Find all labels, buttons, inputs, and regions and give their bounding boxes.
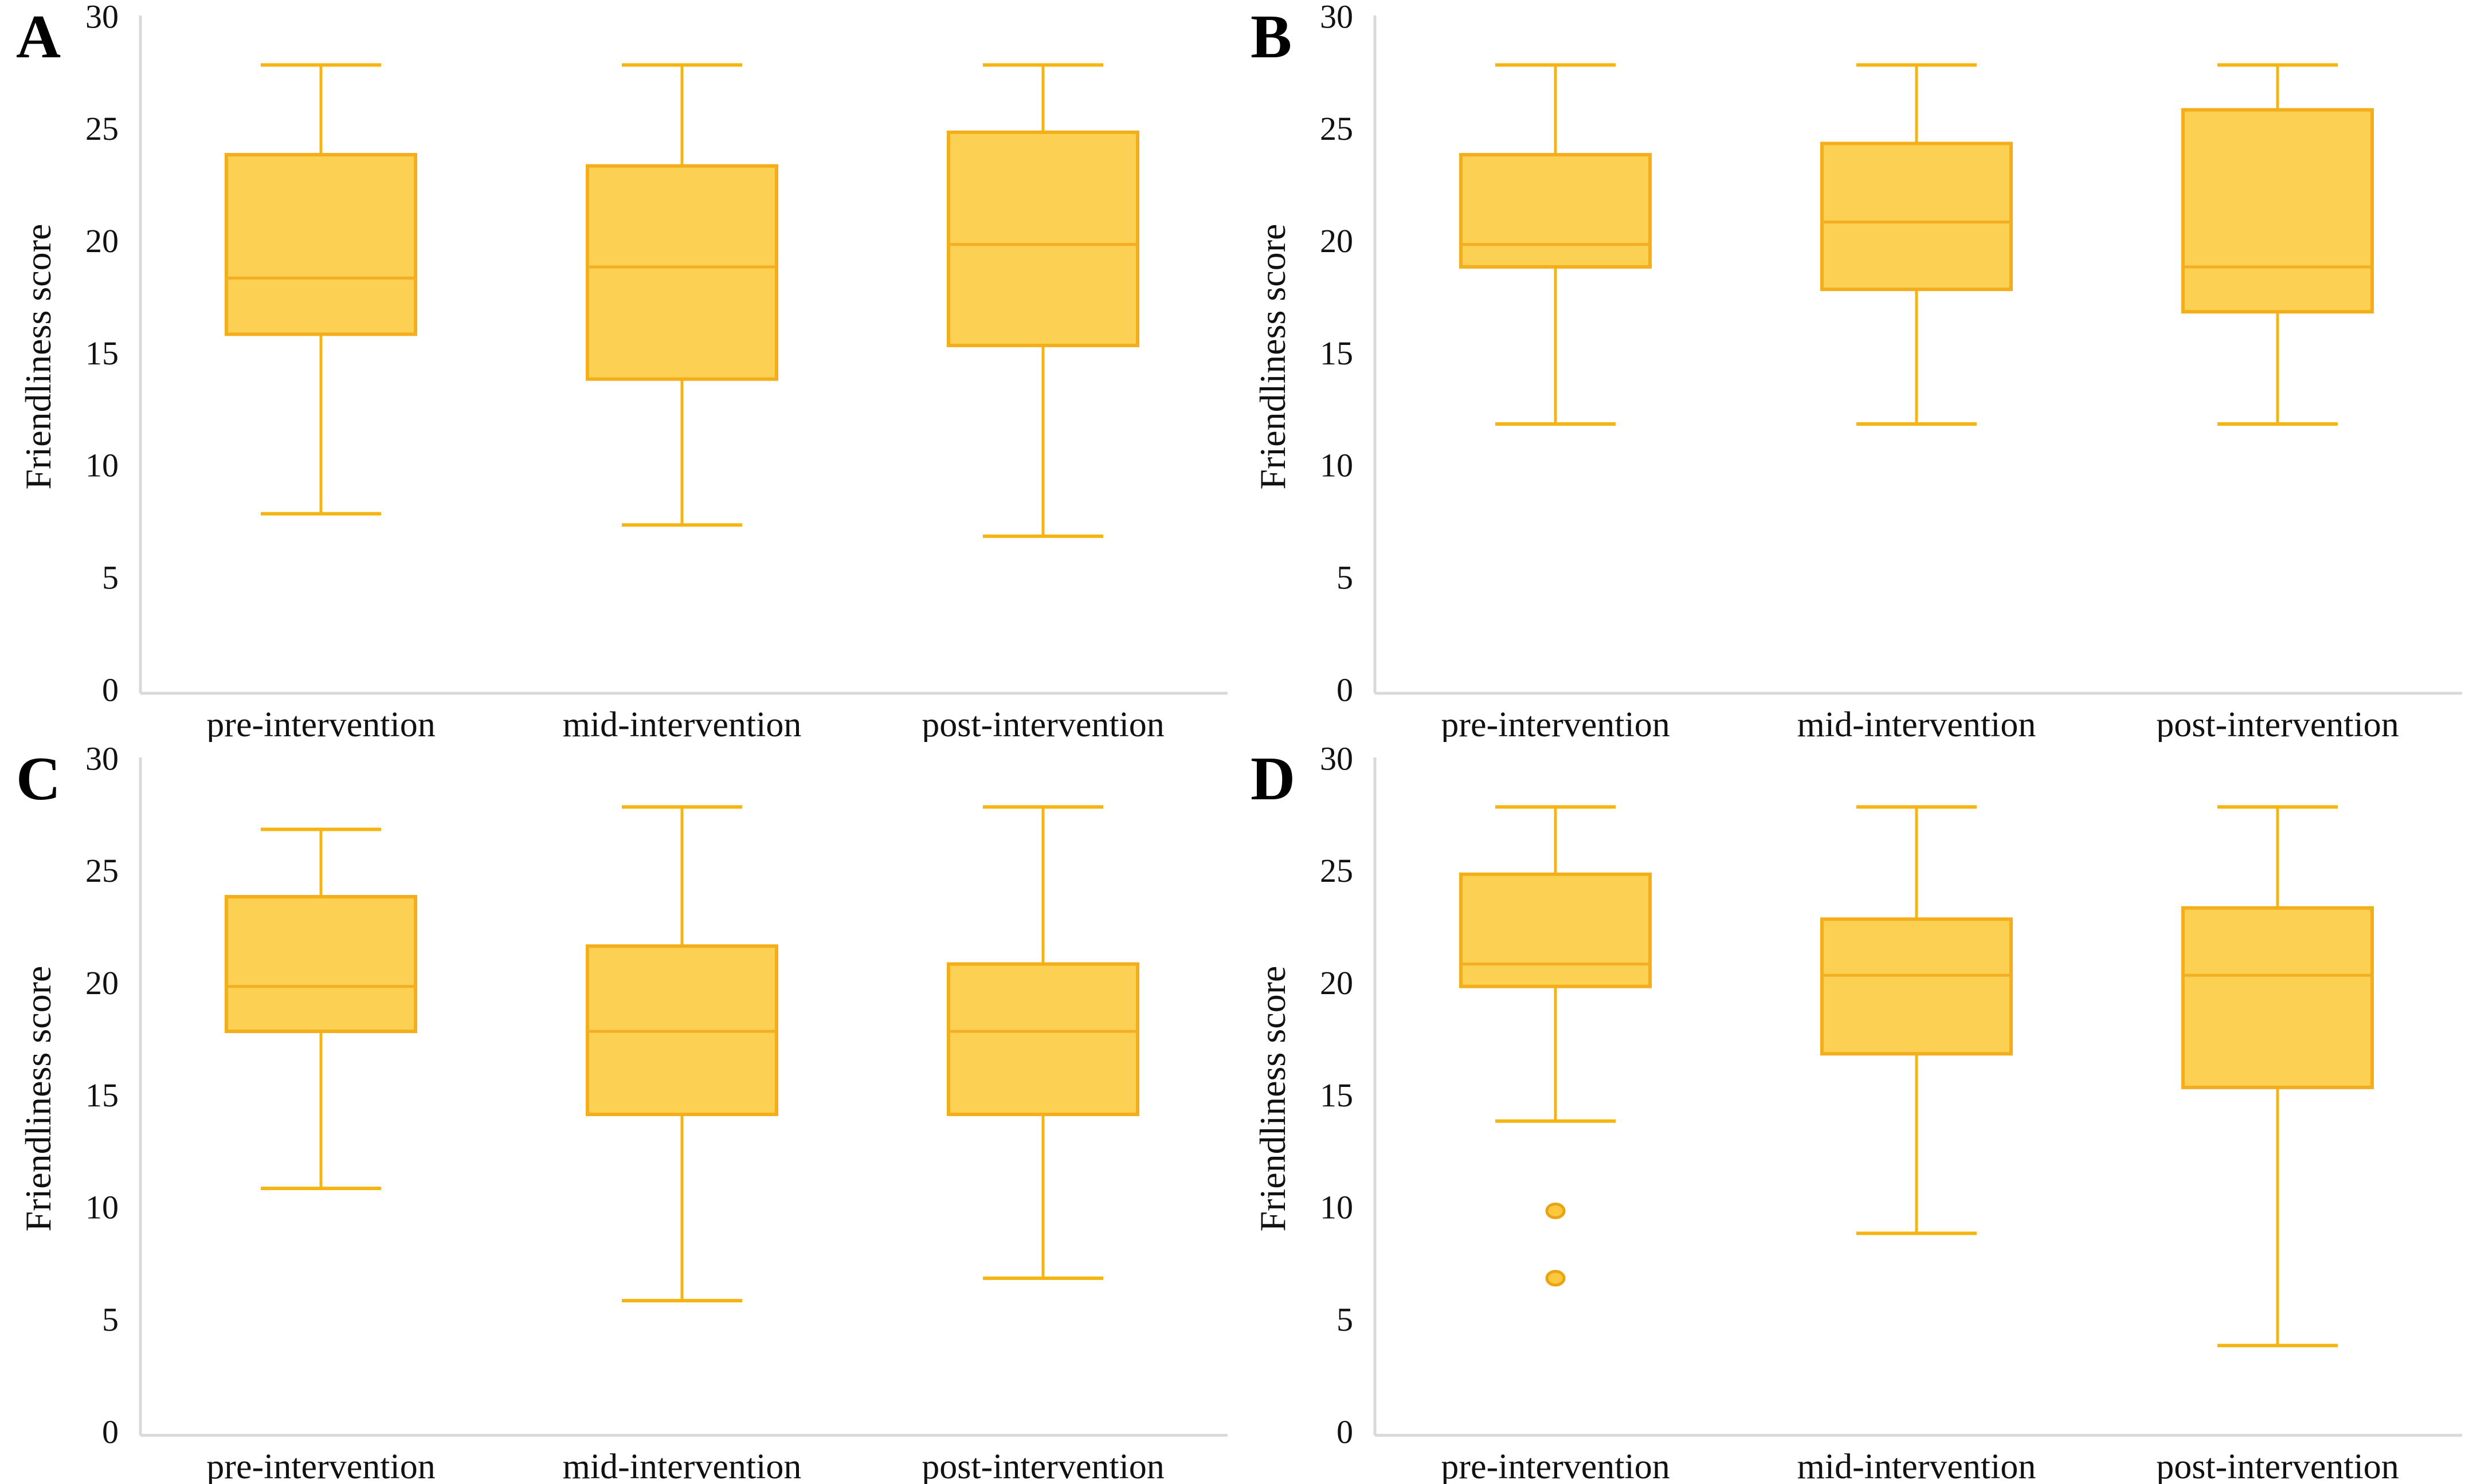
y-tick-label: 10 bbox=[1320, 1189, 1353, 1226]
boxplot-mid-intervention bbox=[1820, 805, 2013, 1235]
panel-letter: C bbox=[16, 745, 61, 813]
y-axis-title: Friendliness score bbox=[18, 224, 58, 490]
y-tick-label: 30 bbox=[85, 742, 119, 777]
iqr-box bbox=[225, 895, 417, 1033]
y-tick-label: 20 bbox=[85, 964, 119, 1002]
y-tick-label: 10 bbox=[85, 1189, 119, 1226]
y-tick-label: 5 bbox=[1337, 559, 1353, 596]
y-tick-label: 5 bbox=[102, 559, 119, 596]
category-label: pre-intervention bbox=[1441, 705, 1669, 742]
panel-D-chart: 0 5 10 15 20 25 30 Friendliness score Dpre-inter… bbox=[1251, 742, 2462, 1484]
y-tick-label: 25 bbox=[1320, 110, 1353, 147]
y-tick-label: 20 bbox=[1320, 222, 1353, 260]
category-label: pre-intervention bbox=[206, 705, 435, 742]
y-axis-title: Friendliness score bbox=[1252, 224, 1293, 490]
panel-letter: B bbox=[1251, 3, 1292, 71]
category-label: mid-intervention bbox=[563, 1447, 802, 1484]
boxplot-mid-intervention bbox=[1820, 63, 2013, 426]
y-tick-label: 30 bbox=[1320, 0, 1353, 35]
y-tick-label: 15 bbox=[1320, 1077, 1353, 1114]
boxplot-post-intervention bbox=[2181, 805, 2374, 1348]
panel-letter: A bbox=[16, 3, 61, 71]
y-tick-label: 20 bbox=[85, 222, 119, 260]
category-label: mid-intervention bbox=[1797, 1447, 2036, 1484]
y-tick-label: 25 bbox=[85, 852, 119, 889]
y-tick-label: 0 bbox=[1337, 671, 1353, 708]
iqr-box bbox=[586, 164, 778, 381]
panel-B-chart: 0 5 10 15 20 25 30 Friendliness score Bpre-inter… bbox=[1251, 0, 2462, 742]
y-tick-label: 20 bbox=[1320, 964, 1353, 1002]
outlier-point bbox=[1545, 1202, 1566, 1219]
boxplot-pre-intervention bbox=[225, 63, 417, 516]
y-tick-label: 30 bbox=[1320, 742, 1353, 777]
y-tick-label: 0 bbox=[102, 671, 119, 708]
category-label: post-intervention bbox=[2156, 1447, 2399, 1484]
iqr-box bbox=[225, 153, 417, 336]
category-label: post-intervention bbox=[922, 705, 1165, 742]
panel-C-chart: 0 5 10 15 20 25 30 Friendliness score Cpre-inter… bbox=[16, 742, 1228, 1484]
iqr-box bbox=[947, 962, 1139, 1116]
category-label: post-intervention bbox=[2156, 705, 2399, 742]
y-tick-label: 15 bbox=[85, 1077, 119, 1114]
y-tick-label: 25 bbox=[1320, 852, 1353, 889]
boxplot-pre-intervention bbox=[1459, 63, 1652, 426]
y-tick-label: 0 bbox=[102, 1413, 119, 1450]
y-axis-title: Friendliness score bbox=[18, 966, 58, 1232]
boxplot-pre-intervention bbox=[1459, 805, 1652, 1287]
boxplot-mid-intervention bbox=[586, 63, 778, 527]
boxplot-post-intervention bbox=[947, 805, 1139, 1280]
y-tick-label: 5 bbox=[1337, 1301, 1353, 1338]
y-tick-label: 5 bbox=[102, 1301, 119, 1338]
category-label: pre-intervention bbox=[206, 1447, 435, 1484]
y-tick-label: 15 bbox=[85, 335, 119, 372]
iqr-box bbox=[1820, 917, 2013, 1056]
panel-letter: D bbox=[1251, 745, 1295, 813]
iqr-box bbox=[947, 130, 1139, 347]
y-tick-label: 15 bbox=[1320, 335, 1353, 372]
category-label: post-intervention bbox=[922, 1447, 1165, 1484]
iqr-box bbox=[2181, 906, 2374, 1089]
category-label: mid-intervention bbox=[563, 705, 802, 742]
category-label: pre-intervention bbox=[1441, 1447, 1669, 1484]
boxplot-post-intervention bbox=[2181, 63, 2374, 426]
y-tick-label: 10 bbox=[85, 447, 119, 484]
boxplot-mid-intervention bbox=[586, 805, 778, 1302]
y-axis-title: Friendliness score bbox=[1252, 966, 1293, 1232]
panel-A-chart: 0 5 10 15 20 25 30 Friendliness score Apre-inter… bbox=[16, 0, 1228, 742]
boxplot-post-intervention bbox=[947, 63, 1139, 538]
y-tick-label: 25 bbox=[85, 110, 119, 147]
y-tick-label: 10 bbox=[1320, 447, 1353, 484]
outlier-point bbox=[1545, 1270, 1566, 1287]
iqr-box bbox=[2181, 108, 2374, 314]
iqr-box bbox=[1459, 872, 1652, 988]
iqr-box bbox=[1820, 142, 2013, 291]
y-tick-label: 30 bbox=[85, 0, 119, 35]
category-label: mid-intervention bbox=[1797, 705, 2036, 742]
boxplot-pre-intervention bbox=[225, 827, 417, 1191]
y-tick-label: 0 bbox=[1337, 1413, 1353, 1450]
iqr-box bbox=[1459, 153, 1652, 269]
